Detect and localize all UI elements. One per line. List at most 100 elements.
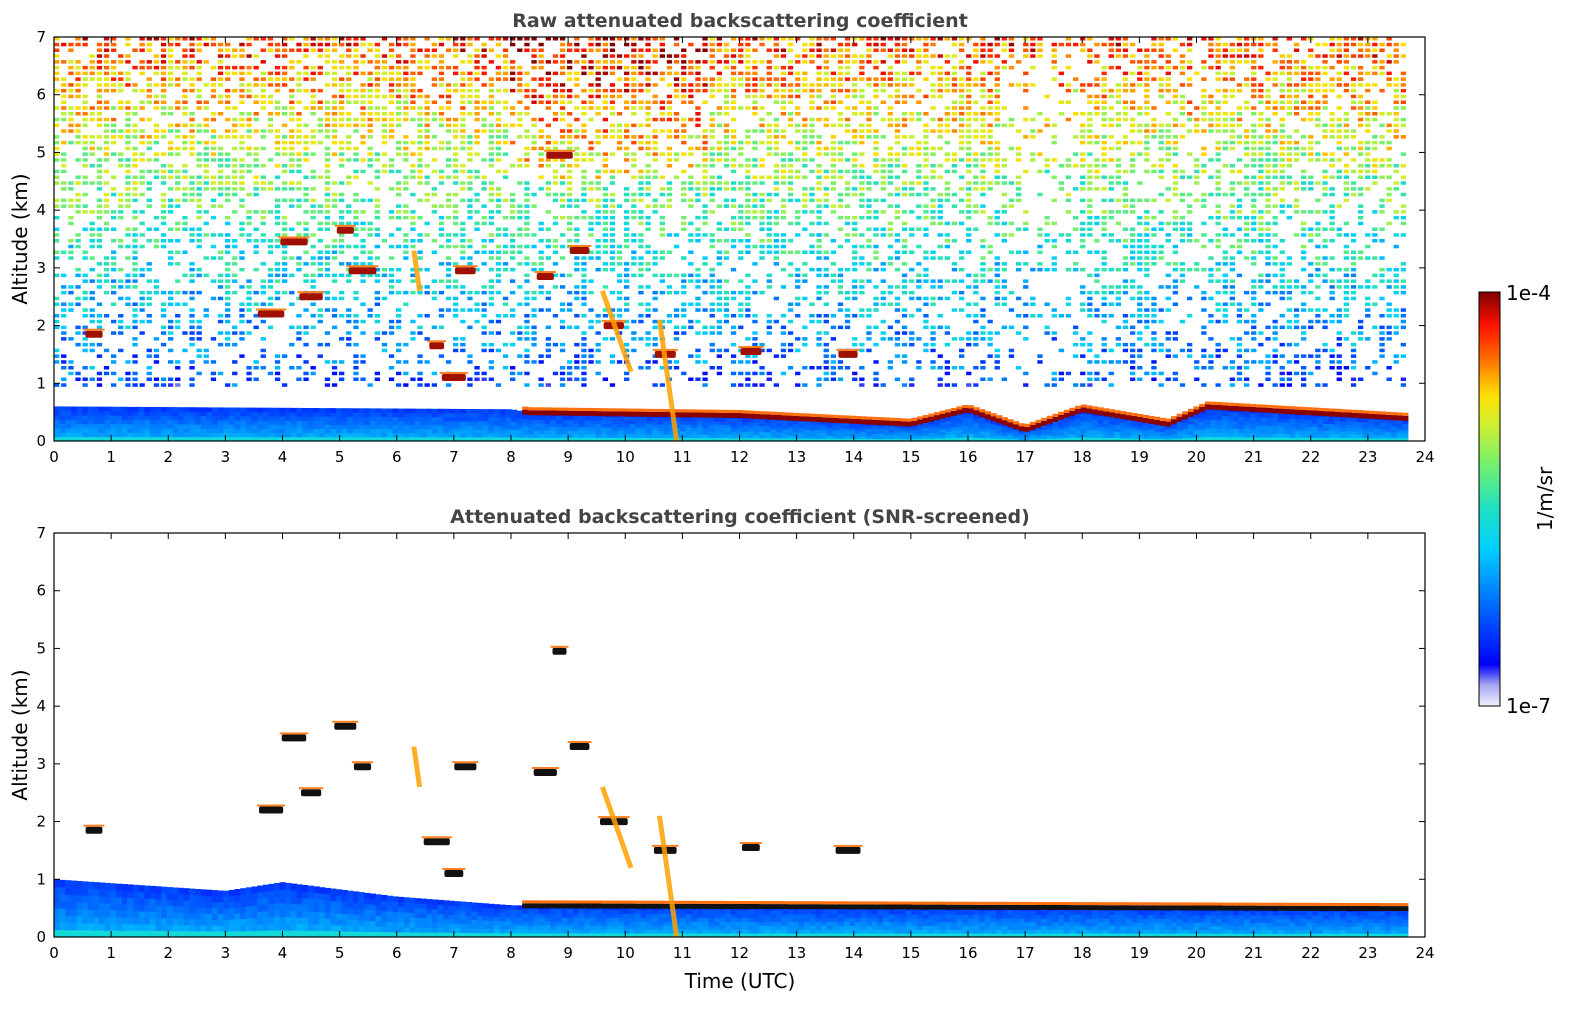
noise-pixel (766, 244, 772, 249)
noise-pixel (809, 37, 815, 41)
noise-pixel (1080, 88, 1086, 93)
noise-pixel (588, 325, 594, 330)
noise-pixel (951, 383, 958, 387)
noise-pixel (296, 256, 302, 260)
noise-pixel (396, 290, 402, 295)
noise-pixel (225, 198, 231, 203)
noise-pixel (317, 342, 323, 347)
noise-pixel (959, 140, 965, 145)
noise-pixel (282, 262, 288, 266)
noise-pixel (1037, 244, 1043, 249)
noise-pixel (524, 302, 530, 306)
noise-pixel (310, 94, 316, 99)
noise-pixel (916, 244, 922, 249)
noise-pixel (638, 100, 644, 104)
noise-pixel (852, 262, 858, 266)
noise-pixel (795, 348, 801, 353)
noise-pixel (61, 314, 67, 318)
noise-pixel (730, 314, 737, 318)
noise-pixel (688, 88, 694, 93)
noise-pixel (510, 37, 516, 41)
noise-pixel (125, 54, 131, 58)
noise-pixel (873, 325, 879, 330)
noise-pixel (282, 48, 288, 52)
noise-pixel (331, 94, 338, 99)
noise-pixel (367, 94, 373, 99)
noise-pixel (880, 37, 886, 41)
noise-pixel (374, 273, 380, 278)
noise-pixel (709, 146, 715, 151)
noise-pixel (217, 296, 224, 301)
noise-pixel (424, 123, 430, 128)
noise-pixel (139, 302, 145, 306)
noise-pixel (567, 215, 573, 220)
noise-pixel (624, 285, 630, 289)
noise-pixel (973, 48, 979, 52)
noise-pixel (189, 77, 195, 81)
noise-pixel (267, 267, 274, 272)
noise-pixel (809, 169, 815, 174)
noise-pixel (802, 198, 808, 203)
noise-pixel (225, 337, 231, 341)
noise-pixel (510, 112, 516, 116)
noise-pixel (773, 77, 779, 81)
noise-pixel (652, 383, 658, 387)
noise-pixel (567, 94, 573, 99)
noise-pixel (260, 100, 266, 104)
noise-pixel (481, 187, 487, 191)
noise-pixel (182, 60, 188, 64)
noise-pixel (502, 106, 509, 110)
noise-pixel (716, 331, 722, 335)
noise-pixel (666, 187, 673, 191)
noise-pixel (624, 325, 630, 330)
noise-pixel (324, 181, 331, 185)
noise-pixel (894, 100, 901, 104)
noise-pixel (460, 135, 466, 139)
noise-pixel (367, 100, 373, 104)
noise-pixel (139, 88, 145, 93)
noise-pixel (994, 290, 1000, 295)
noise-pixel (723, 48, 730, 52)
noise-pixel (353, 129, 359, 133)
noise-pixel (695, 233, 701, 237)
noise-pixel (559, 106, 566, 110)
noise-pixel (225, 65, 231, 70)
noise-pixel (360, 54, 366, 58)
noise-pixel (716, 48, 722, 52)
noise-pixel (510, 377, 516, 381)
noise-pixel (844, 94, 851, 99)
noise-pixel (232, 129, 238, 133)
noise-pixel (474, 37, 480, 41)
noise-pixel (232, 135, 238, 139)
noise-pixel (830, 187, 836, 191)
noise-pixel (766, 123, 772, 128)
noise-pixel (168, 262, 174, 266)
noise-pixel (203, 83, 209, 87)
noise-pixel (702, 83, 708, 87)
noise-pixel (1087, 112, 1093, 116)
noise-pixel (118, 279, 124, 283)
noise-pixel (396, 60, 402, 64)
noise-pixel (1087, 117, 1093, 122)
noise-pixel (331, 296, 338, 301)
noise-pixel (780, 129, 787, 133)
noise-pixel (773, 262, 779, 266)
noise-pixel (581, 135, 587, 139)
noise-pixel (431, 192, 437, 197)
noise-pixel (709, 164, 715, 168)
noise-pixel (645, 146, 651, 151)
noise-pixel (809, 88, 815, 93)
noise-pixel (453, 279, 459, 283)
noise-pixel (189, 319, 195, 324)
noise-pixel (517, 227, 523, 231)
noise-pixel (959, 100, 965, 104)
noise-pixel (980, 192, 986, 197)
noise-pixel (410, 192, 416, 197)
noise-pixel (695, 88, 701, 93)
noise-pixel (823, 267, 829, 272)
noise-pixel (189, 337, 195, 341)
noise-pixel (823, 60, 829, 64)
noise-pixel (374, 302, 380, 306)
noise-pixel (239, 42, 245, 47)
noise-pixel (959, 117, 965, 122)
